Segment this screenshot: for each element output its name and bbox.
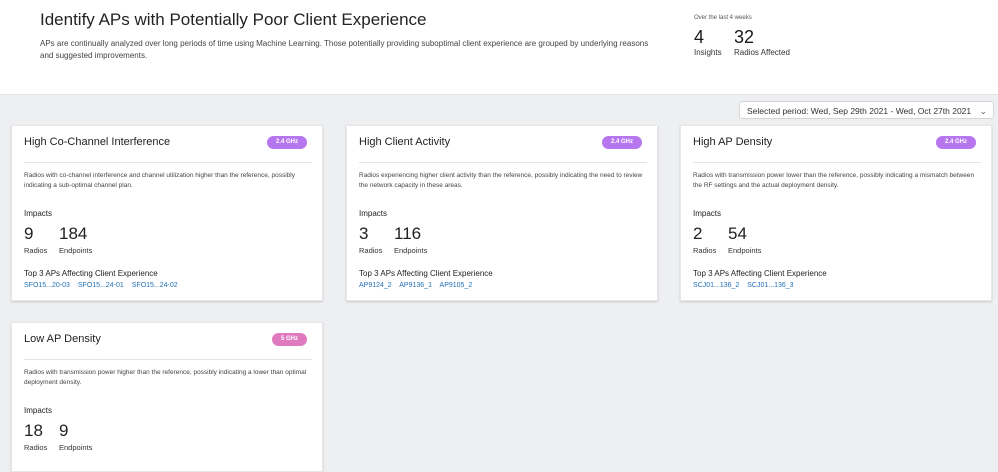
radios-affected-label: Radios Affected [734, 48, 790, 57]
endpoints-label: Endpoints [59, 443, 93, 452]
ap-link[interactable]: SFO15...24-02 [131, 282, 178, 289]
page-title: Identify APs with Potentially Poor Clien… [40, 10, 427, 29]
top-aps-list: SCJ01...136_2 SCJ01...136_3 [693, 282, 800, 289]
radios-label: Radios [24, 443, 48, 452]
endpoints-count: 9 [59, 421, 69, 440]
endpoints-count: 116 [394, 224, 422, 243]
endpoints-count: 54 [728, 224, 747, 243]
divider [24, 359, 312, 360]
impacts-label: Impacts [693, 209, 722, 218]
radios-label: Radios [24, 246, 48, 255]
top-aps-label: Top 3 APs Affecting Client Experience [24, 269, 158, 278]
ap-link[interactable]: SCJ01...136_3 [747, 282, 794, 289]
insight-card[interactable]: High Co-Channel Interference 2.4 GHz Rad… [11, 125, 323, 301]
top-aps-list: SFO15...20-03 SFO15...24-01 SFO15...24-0… [24, 282, 184, 289]
period-label: Selected period: Wed, Sep 29th 2021 - We… [747, 106, 972, 116]
endpoints-label: Endpoints [394, 246, 428, 255]
divider [24, 162, 312, 163]
radios-affected-count: 32 [734, 27, 755, 47]
ap-link[interactable]: SFO15...20-03 [24, 282, 70, 289]
band-badge: 5 GHz [271, 333, 307, 346]
insight-card[interactable]: High Client Activity 2.4 GHz Radios expe… [346, 125, 658, 301]
insights-count: 4 [694, 27, 705, 47]
radios-count: 2 [693, 224, 703, 243]
period-selector[interactable]: Selected period: Wed, Sep 29th 2021 - We… [739, 101, 994, 119]
radios-count: 18 [24, 421, 43, 440]
card-title: High AP Density [693, 136, 773, 148]
radios-label: Radios [359, 246, 383, 255]
insights-stat: 4 Insights [694, 27, 722, 57]
endpoints-count: 184 [59, 224, 88, 243]
ap-link[interactable]: SCJ01...136_2 [693, 282, 740, 289]
ap-link[interactable]: AP9136_1 [399, 282, 432, 289]
ap-link[interactable]: AP9124_2 [359, 282, 392, 289]
band-badge: 2.4 GHz [266, 136, 307, 149]
insight-card[interactable]: Low AP Density 5 GHz Radios with transmi… [11, 322, 323, 472]
impacts-label: Impacts [359, 209, 388, 218]
card-description: Radios experiencing higher client activi… [359, 172, 643, 189]
card-title: Low AP Density [24, 333, 101, 345]
radios-label: Radios [693, 246, 717, 255]
top-aps-label: Top 3 APs Affecting Client Experience [693, 269, 827, 278]
insight-card[interactable]: High AP Density 2.4 GHz Radios with tran… [680, 125, 992, 301]
band-badge: 2.4 GHz [601, 136, 642, 149]
endpoints-label: Endpoints [59, 246, 93, 255]
endpoints-label: Endpoints [728, 246, 762, 255]
top-aps-label: Top 3 APs Affecting Client Experience [359, 269, 493, 278]
page-header: Identify APs with Potentially Poor Clien… [0, 0, 998, 95]
top-aps-list: AP9124_2 AP9136_1 AP9105_2 [359, 282, 478, 289]
impacts-label: Impacts [24, 209, 53, 218]
card-title: High Client Activity [359, 136, 451, 148]
card-description: Radios with transmission power higher th… [24, 369, 307, 386]
insights-label: Insights [694, 48, 722, 57]
summary-caption: Over the last 4 weeks [694, 15, 752, 21]
radios-count: 9 [24, 224, 34, 243]
divider [359, 162, 647, 163]
radios-affected-stat: 32 Radios Affected [734, 27, 790, 57]
page-description: APs are continually analyzed over long p… [40, 39, 649, 60]
chevron-down-icon: ⌄ [979, 106, 987, 116]
card-title: High Co-Channel Interference [24, 136, 171, 148]
card-description: Radios with transmission power lower tha… [693, 172, 975, 189]
card-description: Radios with co-channel interference and … [24, 172, 295, 189]
ap-link[interactable]: AP9105_2 [439, 282, 473, 289]
radios-count: 3 [359, 224, 369, 243]
band-badge: 2.4 GHz [935, 136, 976, 149]
impacts-label: Impacts [24, 406, 53, 415]
ap-link[interactable]: SFO15...24-01 [77, 282, 124, 289]
divider [693, 162, 981, 163]
